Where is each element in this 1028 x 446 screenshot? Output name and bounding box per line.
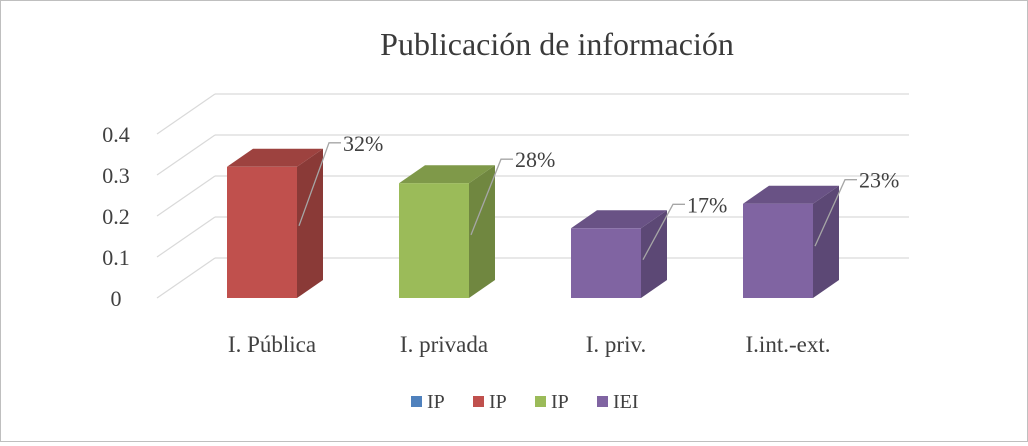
bars [227, 148, 839, 298]
legend-label: IP [489, 391, 507, 413]
chart-title: Publicación de información [380, 26, 734, 62]
legend-swatch [597, 396, 608, 407]
leader-line [814, 179, 857, 247]
legend-entry: IP [473, 391, 507, 413]
category-label: I.int.-ext. [746, 332, 831, 357]
bar-top [571, 210, 667, 229]
bar-top [743, 185, 839, 204]
bar-top [227, 148, 323, 167]
bar-front [571, 228, 641, 298]
bar-side [813, 185, 839, 298]
bar-front [399, 183, 469, 298]
leader-line [470, 158, 513, 236]
legend-swatch [411, 396, 422, 407]
y-tick-label: 0.2 [102, 204, 130, 229]
gridline [156, 134, 909, 176]
gridline [156, 175, 909, 217]
y-axis-ticks: 0 0.1 0.2 0.3 0.4 [102, 122, 130, 311]
y-tick-label: 0.4 [102, 122, 130, 147]
gridline [156, 93, 909, 135]
data-labels: 32% 28% 17% 23% [343, 131, 899, 218]
legend-entry: IEI [597, 391, 639, 413]
y-tick-label: 0.1 [102, 245, 130, 270]
category-label: I. Pública [228, 332, 316, 357]
category-label: I. privada [400, 332, 488, 357]
data-label: 28% [515, 147, 555, 172]
data-label: 17% [687, 192, 727, 217]
data-label: 23% [859, 168, 899, 193]
bar-side [469, 165, 495, 298]
bar-front [743, 203, 813, 298]
legend-entry: IP [411, 391, 445, 413]
bar [227, 148, 323, 298]
leader-line [642, 203, 685, 260]
bar-top [399, 165, 495, 184]
bar-front [227, 166, 297, 298]
leader-lines [298, 142, 857, 260]
legend-label: IEI [613, 391, 639, 413]
bar [571, 210, 667, 298]
bar [743, 185, 839, 298]
legend-entry: IP [535, 391, 569, 413]
legend: IP IP IP IEI [411, 391, 639, 413]
bar-side [641, 210, 667, 298]
bar [399, 165, 495, 298]
leader-line [298, 142, 341, 227]
bar-side [297, 148, 323, 298]
legend-label: IP [427, 391, 445, 413]
legend-label: IP [551, 391, 569, 413]
data-label: 32% [343, 131, 383, 156]
y-tick-label: 0.3 [102, 163, 130, 188]
legend-swatch [535, 396, 546, 407]
category-label: I. priv. [586, 332, 646, 357]
x-axis-categories: I. Pública I. privada I. priv. I.int.-ext. [228, 332, 831, 357]
y-tick-label: 0 [111, 286, 122, 311]
legend-swatch [473, 396, 484, 407]
